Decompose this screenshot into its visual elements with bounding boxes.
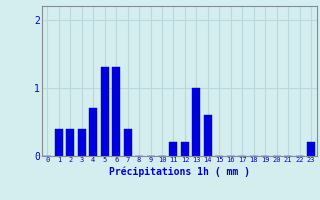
- Bar: [124, 129, 132, 156]
- Bar: [204, 115, 212, 156]
- X-axis label: Précipitations 1h ( mm ): Précipitations 1h ( mm ): [109, 166, 250, 177]
- Bar: [55, 129, 63, 156]
- Bar: [170, 142, 178, 156]
- Bar: [192, 88, 200, 156]
- Bar: [66, 129, 74, 156]
- Bar: [101, 67, 109, 156]
- Bar: [112, 67, 120, 156]
- Bar: [89, 108, 97, 156]
- Bar: [307, 142, 315, 156]
- Bar: [78, 129, 86, 156]
- Bar: [181, 142, 189, 156]
